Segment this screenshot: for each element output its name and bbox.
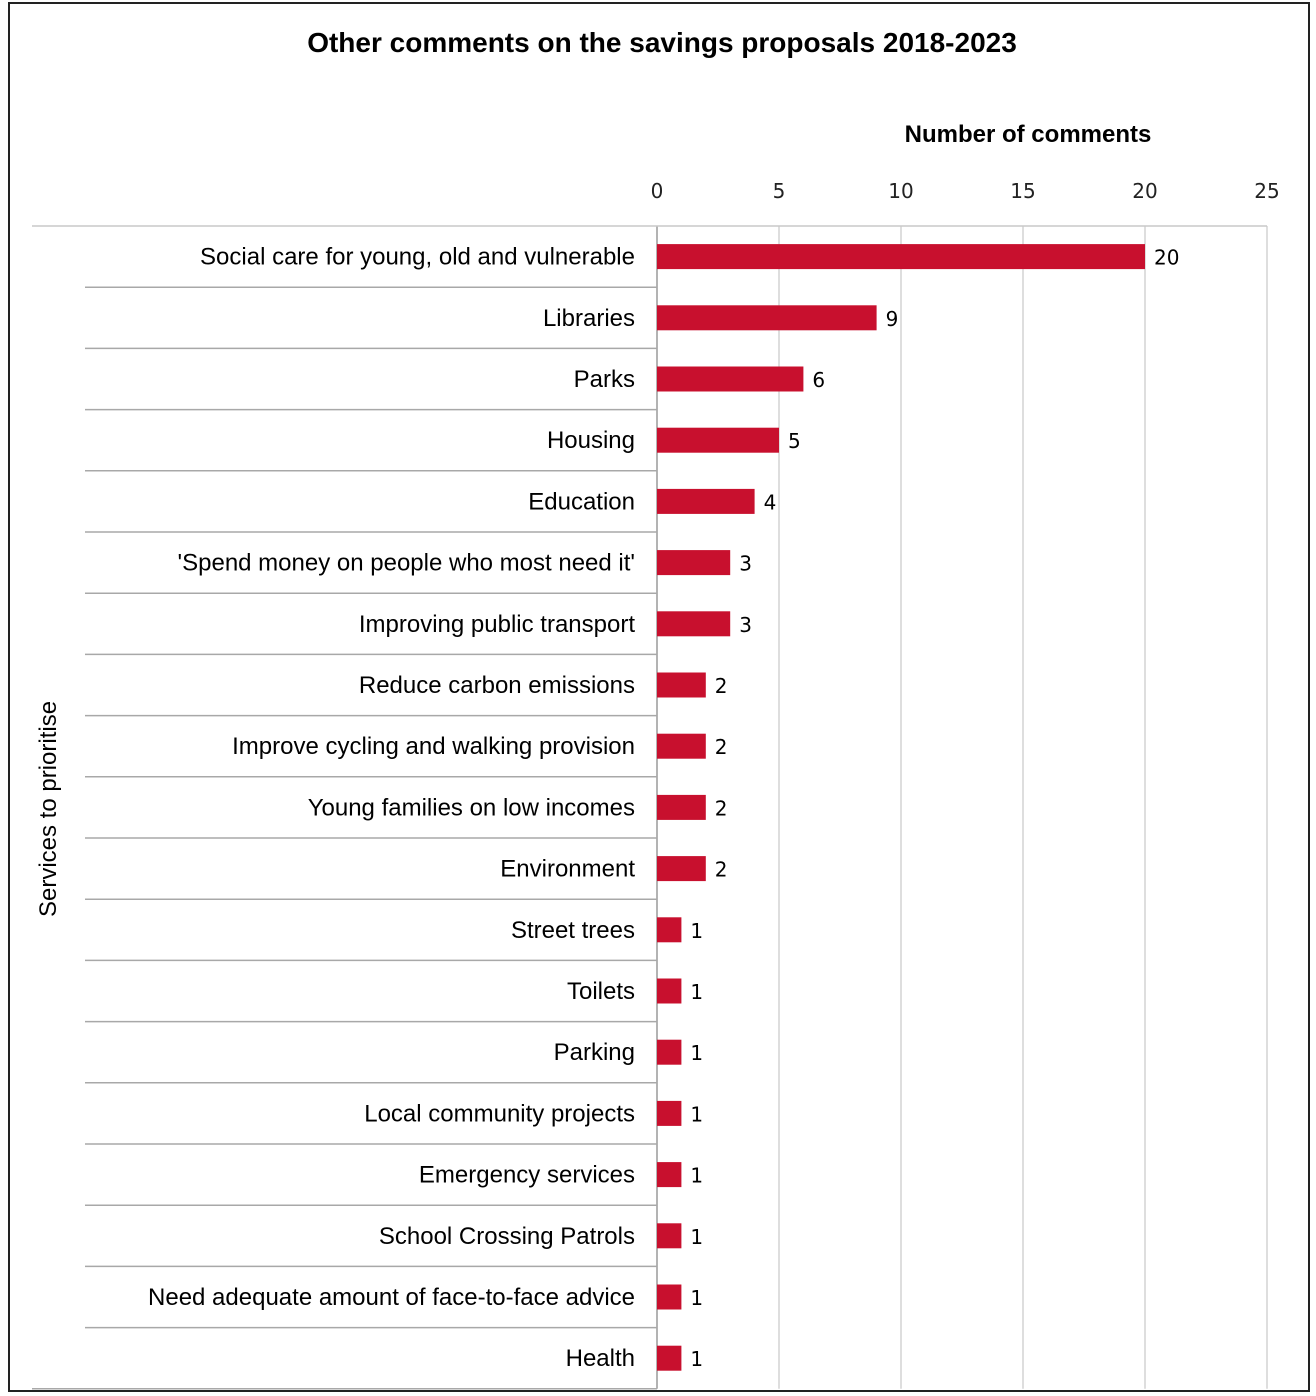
category-label: Emergency services [419,1162,635,1189]
category-label: Parking [554,1039,635,1066]
x-tick-label: 10 [888,179,913,203]
data-label: 3 [739,552,752,576]
bar [657,1284,682,1310]
x-tick-label: 5 [773,179,786,203]
x-axis-title: Number of comments [905,121,1152,148]
x-tick-labels: 0 5 10 15 20 25 [651,179,1280,203]
chart-frame: Other comments on the savings proposals … [8,2,1310,1392]
bar [657,733,706,759]
category-label: Improve cycling and walking provision [232,733,635,760]
bar [657,550,731,576]
category-rows: Social care for young, old and vulnerabl… [32,225,1267,1390]
data-label: 6 [812,368,825,392]
category-label: Environment [500,856,635,883]
bar [657,611,731,637]
bar [657,917,682,943]
bar [657,1345,682,1371]
category-label: Toilets [567,978,635,1005]
data-label: 1 [690,1102,703,1126]
x-tick-label: 15 [1010,179,1035,203]
bar [657,978,682,1004]
bars: 20 9 6 5 4 3 3 2 2 2 2 1 1 1 1 1 1 1 1 [657,244,1179,1371]
category-label: Housing [547,427,635,454]
data-label: 1 [690,1041,703,1065]
bar [657,244,1145,270]
data-label: 4 [764,490,777,514]
category-label: Improving public transport [359,611,635,638]
gridlines [656,226,1268,1389]
bar [657,1162,682,1188]
data-label: 9 [886,307,899,331]
x-tick-label: 25 [1254,179,1279,203]
category-label: Parks [574,366,635,393]
bar [657,1223,682,1249]
data-label: 2 [715,735,728,759]
category-label: 'Spend money on people who most need it' [178,550,635,577]
data-label: 1 [690,919,703,943]
data-label: 1 [690,1225,703,1249]
x-tick-label: 20 [1132,179,1157,203]
data-label: 2 [715,674,728,698]
bar [657,366,804,392]
bar [657,856,706,882]
bar-chart: Other comments on the savings proposals … [32,27,1280,1390]
data-label: 2 [715,796,728,820]
bar [657,1039,682,1065]
category-label: Need adequate amount of face-to-face adv… [148,1284,635,1311]
category-label: Reduce carbon emissions [359,672,635,699]
bar [657,794,706,820]
data-label: 1 [690,1286,703,1310]
data-label: 1 [690,1164,703,1188]
data-label: 1 [690,980,703,1004]
chart-title: Other comments on the savings proposals … [307,27,1017,58]
bar [657,305,877,331]
category-label: School Crossing Patrols [379,1223,635,1250]
category-label: Health [566,1345,635,1372]
bar [657,427,779,453]
bar [657,672,706,698]
category-label: Education [528,488,635,515]
y-axis-title: Services to prioritise [35,701,62,917]
category-label: Local community projects [364,1100,635,1127]
data-label: 5 [788,429,801,453]
category-label: Young families on low incomes [308,794,635,821]
data-label: 20 [1154,246,1179,270]
data-label: 3 [739,613,752,637]
x-tick-label: 0 [651,179,664,203]
category-label: Street trees [511,917,635,944]
bar [657,488,755,514]
data-label: 1 [690,1347,703,1371]
bar [657,1100,682,1126]
category-label: Social care for young, old and vulnerabl… [200,244,635,271]
category-label: Libraries [543,305,635,332]
data-label: 2 [715,858,728,882]
